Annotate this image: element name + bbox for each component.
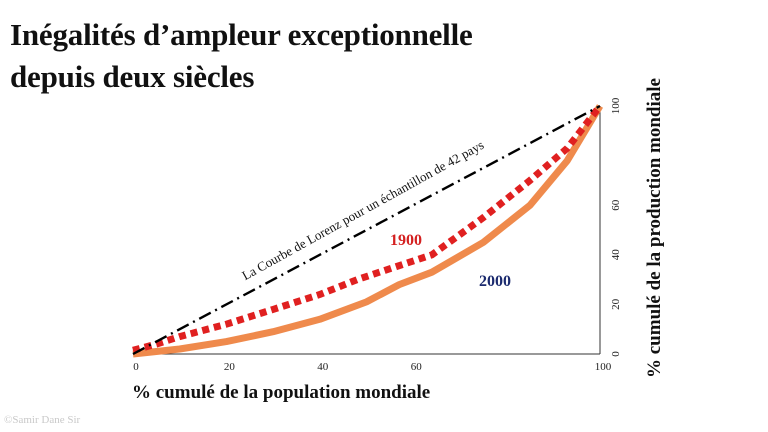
y-tick-label: 40 bbox=[610, 249, 622, 260]
y-tick-label: 60 bbox=[610, 199, 622, 211]
x-tick-label: 20 bbox=[224, 361, 236, 373]
x-axis-title: % cumulé de la population mondiale bbox=[132, 382, 430, 403]
y-tick-label: 100 bbox=[610, 97, 622, 114]
chart-series bbox=[132, 103, 604, 358]
label-1900: 1900 bbox=[390, 232, 422, 249]
watermark: ©Samir Dane Sir bbox=[4, 414, 81, 426]
x-tick-label: 60 bbox=[411, 361, 423, 373]
x-tick-label: 100 bbox=[595, 361, 612, 373]
series-line-1 bbox=[132, 103, 603, 354]
y-tick-label: 20 bbox=[610, 298, 622, 310]
series-line-0 bbox=[132, 104, 601, 356]
x-tick-label: 40 bbox=[317, 361, 329, 373]
series-line-2 bbox=[132, 104, 604, 358]
y-axis-title: % cumulé de la production mondiale bbox=[644, 78, 665, 378]
slide-title-line-2: depuis deux siècles bbox=[10, 59, 255, 94]
y-tick-label: 0 bbox=[610, 351, 622, 357]
slide-title: Inégalités d’ampleur exceptionnelle depu… bbox=[10, 14, 473, 98]
x-tick-label: 0 bbox=[133, 361, 139, 373]
chart-ticks: 0 20 40 60 100 0 20 40 60 100 bbox=[133, 97, 622, 373]
chart-axes bbox=[133, 106, 601, 355]
label-2000: 2000 bbox=[479, 273, 511, 290]
slide-title-line-1: Inégalités d’ampleur exceptionnelle bbox=[10, 17, 473, 52]
